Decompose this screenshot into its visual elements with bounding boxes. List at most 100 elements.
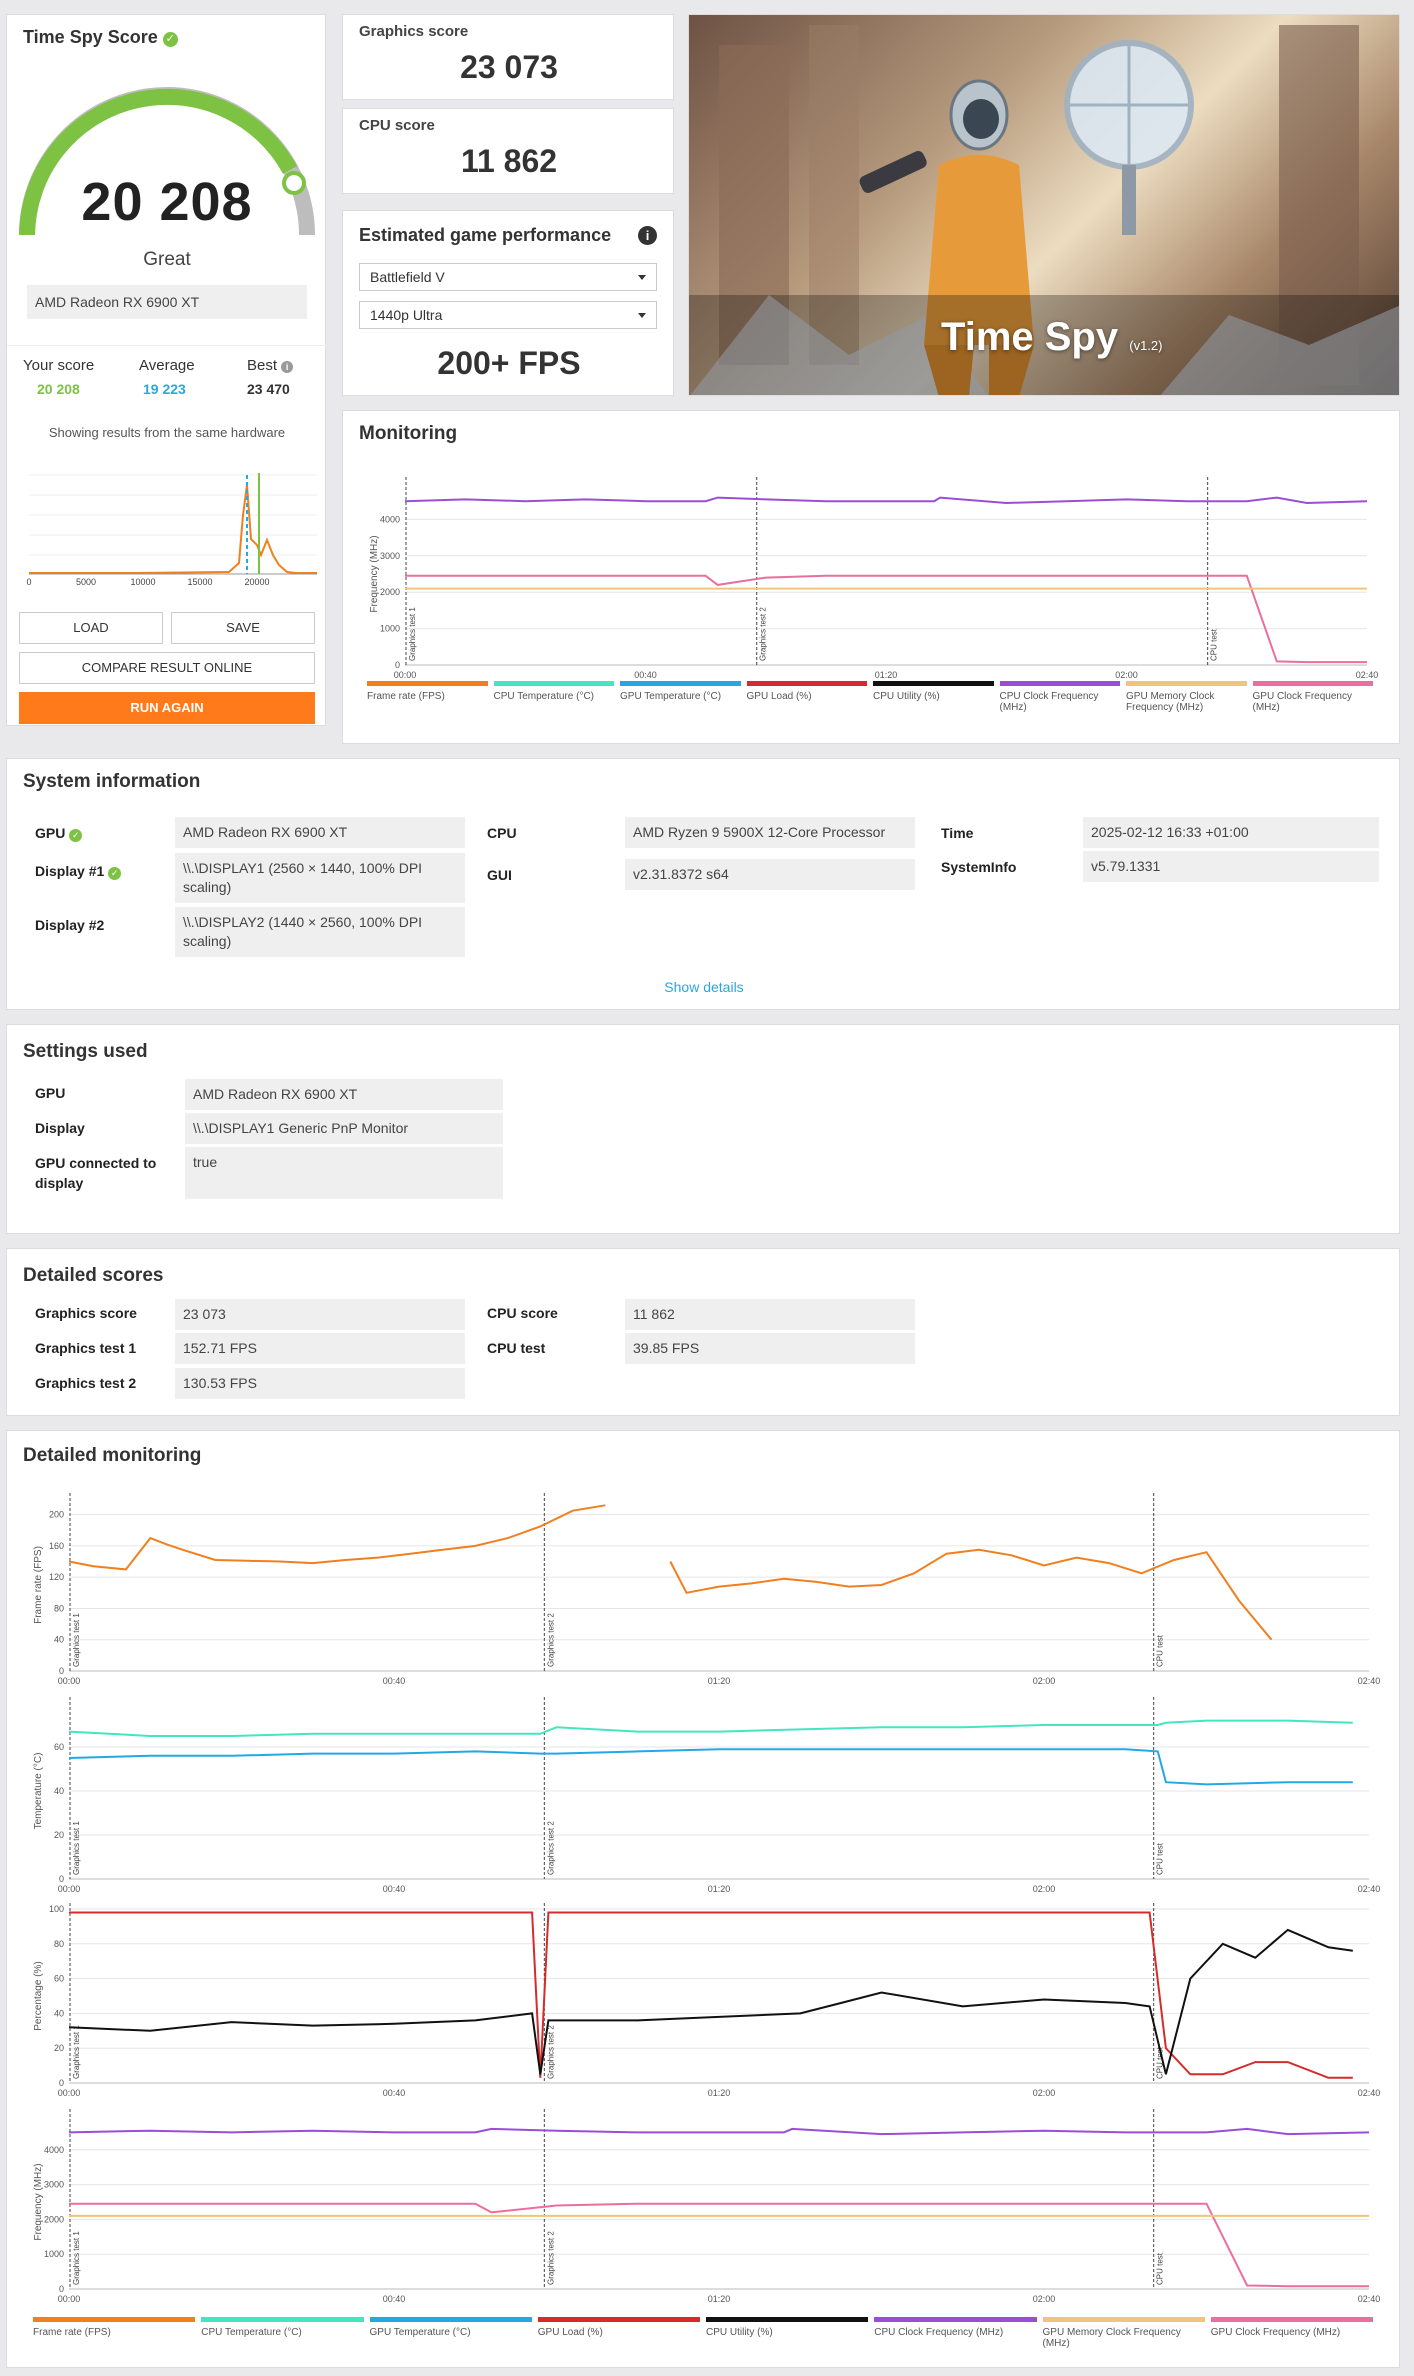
average-value: 19 223 [143, 381, 186, 397]
hero-illustration [690, 25, 1399, 395]
legend-item[interactable]: Frame rate (FPS) [33, 2317, 196, 2338]
legend-item[interactable]: CPU Clock Frequency (MHz) [999, 681, 1120, 713]
compare-online-button[interactable]: COMPARE RESULT ONLINE [19, 652, 315, 684]
legend-item[interactable]: GPU Clock Frequency (MHz) [1252, 681, 1373, 713]
ds-graphics-test1-label: Graphics test 1 [35, 1340, 137, 1356]
graphics-score-card: Graphics score 23 073 [342, 14, 674, 100]
legend-swatch [746, 681, 867, 686]
score-card: Time Spy Score ✓ 20 208 Great AMD Radeon… [6, 14, 327, 726]
x-tick-label: 01:20 [708, 1676, 731, 1686]
x-tick-label: 01:20 [708, 1884, 731, 1894]
ds-graphics-score-label: Graphics score [35, 1305, 137, 1321]
test-marker-label: CPU test [1156, 1842, 1165, 1875]
y-tick-label: 100 [49, 1904, 64, 1914]
y-axis-label: Frequency (MHz) [369, 535, 380, 612]
legend-item[interactable]: GPU Load (%) [746, 681, 867, 702]
distribution-tick-label: 15000 [187, 577, 212, 585]
show-details-link[interactable]: Show details [664, 979, 744, 995]
graphics-score-value: 23 073 [460, 49, 558, 85]
preset-select[interactable]: 1440p Ultra [359, 301, 657, 329]
sysinfo-systeminfo-value: v5.79.1331 [1083, 851, 1379, 882]
legend-label: CPU Utility (%) [706, 2327, 773, 2338]
y-axis-label: Temperature (°C) [33, 1753, 44, 1830]
x-tick-label: 00:40 [383, 1884, 406, 1894]
legend-label: GPU Load (%) [746, 691, 812, 702]
test-marker-label: CPU test [1210, 628, 1219, 661]
best-label: Best i [247, 357, 294, 374]
sysinfo-display1-value: \\.\DISPLAY1 (2560 × 1440, 100% DPI scal… [175, 853, 465, 903]
x-tick-label: 01:20 [708, 2294, 731, 2304]
x-tick-label: 00:00 [58, 2294, 81, 2304]
score-title: Time Spy Score ✓ [23, 27, 178, 48]
run-again-button[interactable]: RUN AGAIN [19, 692, 315, 724]
verified-check-icon: ✓ [162, 32, 178, 47]
legend-swatch [1042, 2317, 1205, 2322]
x-tick-label: 01:20 [708, 2088, 731, 2098]
legend-item[interactable]: GPU Memory Clock Frequency (MHz) [1126, 681, 1247, 713]
best-value: 23 470 [247, 381, 290, 397]
y-tick-label: 80 [54, 1939, 64, 1949]
sysinfo-time-value: 2025-02-12 16:33 +01:00 [1083, 817, 1379, 848]
benchmark-hero-image: Time Spy (v1.2) [688, 14, 1400, 396]
series-line [69, 1911, 1353, 2079]
legend-item[interactable]: Frame rate (FPS) [367, 681, 488, 702]
legend-swatch [999, 681, 1120, 686]
legend-label: GPU Memory Clock Frequency (MHz) [1042, 2327, 1181, 2349]
verified-check-icon: ✓ [108, 867, 122, 880]
legend-item[interactable]: CPU Utility (%) [873, 681, 994, 702]
y-tick-label: 60 [54, 1974, 64, 1984]
info-icon[interactable]: i [638, 226, 657, 245]
legend-label: Frame rate (FPS) [367, 691, 445, 702]
legend-label: CPU Utility (%) [873, 691, 940, 702]
sysinfo-time-label: Time [941, 825, 974, 841]
sysinfo-cpu-value: AMD Ryzen 9 5900X 12-Core Processor [625, 817, 915, 848]
legend-item[interactable]: GPU Clock Frequency (MHz) [1210, 2317, 1373, 2338]
legend-label: GPU Temperature (°C) [620, 691, 722, 702]
y-axis-label: Frequency (MHz) [33, 2163, 44, 2240]
y-tick-label: 60 [54, 1742, 64, 1752]
info-icon[interactable]: i [281, 361, 294, 373]
series-line [68, 1504, 1273, 1641]
legend-swatch [493, 681, 614, 686]
chevron-down-icon [638, 275, 646, 280]
x-tick-label: 02:00 [1033, 1884, 1056, 1894]
score-gpu-name: AMD Radeon RX 6900 XT [27, 285, 307, 319]
settings-display-label: Display [35, 1120, 85, 1136]
test-marker-label: Graphics test 1 [408, 607, 417, 661]
x-tick-label: 02:00 [1033, 1676, 1056, 1686]
legend-item[interactable]: GPU Memory Clock Frequency (MHz) [1042, 2317, 1205, 2349]
detailed-scores-card: Detailed scores Graphics score 23 073 Gr… [6, 1248, 1400, 1416]
ds-graphics-score-value: 23 073 [175, 1299, 465, 1330]
verified-check-icon: ✓ [69, 829, 83, 842]
save-button[interactable]: SAVE [171, 612, 315, 644]
legend-swatch [1126, 681, 1247, 686]
legend-item[interactable]: CPU Clock Frequency (MHz) [874, 2317, 1037, 2338]
legend-item[interactable]: GPU Temperature (°C) [369, 2317, 532, 2338]
x-tick-label: 02:40 [1358, 2294, 1381, 2304]
test-marker-label: CPU test [1156, 2046, 1165, 2079]
game-select[interactable]: Battlefield V [359, 263, 657, 291]
y-tick-label: 2000 [380, 587, 400, 597]
legend-item[interactable]: GPU Load (%) [537, 2317, 700, 2338]
legend-swatch [874, 2317, 1037, 2322]
legend-item[interactable]: GPU Temperature (°C) [620, 681, 741, 702]
legend-item[interactable]: CPU Temperature (°C) [201, 2317, 364, 2338]
x-tick-label: 01:20 [875, 670, 898, 680]
legend-item[interactable]: CPU Temperature (°C) [493, 681, 614, 702]
legend-swatch [1210, 2317, 1373, 2322]
series-line [404, 496, 1368, 505]
x-tick-label: 00:40 [383, 1676, 406, 1686]
y-tick-label: 20 [54, 1830, 64, 1840]
load-button[interactable]: LOAD [19, 612, 163, 644]
gauge-knob [282, 171, 306, 195]
y-tick-label: 40 [54, 2008, 64, 2018]
your-score-value: 20 208 [37, 381, 80, 397]
sysinfo-gpu-value: AMD Radeon RX 6900 XT [175, 817, 465, 848]
legend-item[interactable]: CPU Utility (%) [706, 2317, 869, 2338]
y-tick-label: 1000 [44, 2249, 64, 2259]
y-tick-label: 4000 [44, 2145, 64, 2155]
test-marker-label: CPU test [1156, 2252, 1165, 2285]
legend-swatch [706, 2317, 869, 2322]
sysinfo-systeminfo-label: SystemInfo [941, 859, 1017, 875]
